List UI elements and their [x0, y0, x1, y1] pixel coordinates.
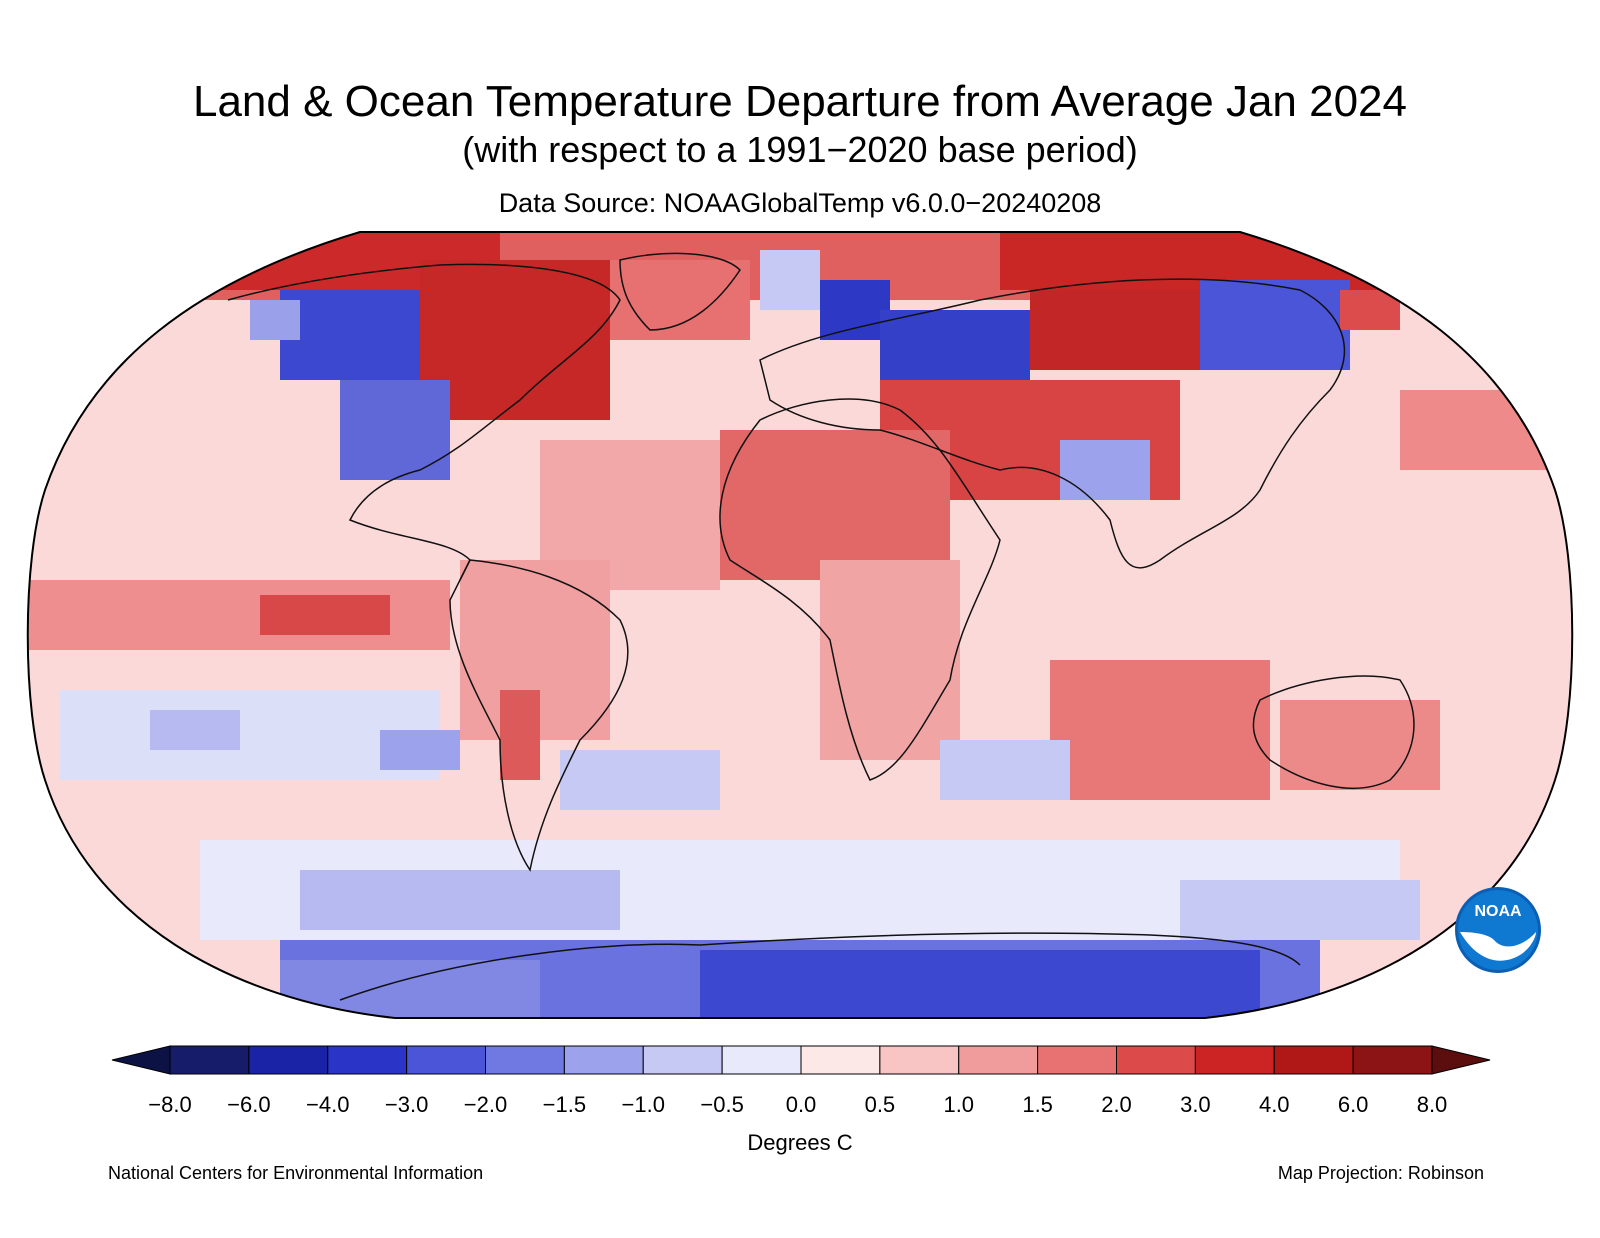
colorbar-tick-label: −2.0 — [463, 1092, 508, 1117]
noaa-logo-text: NOAA — [1474, 903, 1522, 920]
colorbar-tick-label: 4.0 — [1258, 1092, 1290, 1117]
footer-projection: Map Projection: Robinson — [1277, 1163, 1484, 1183]
colorbar-tick-label: −4.0 — [306, 1092, 350, 1117]
colorbar-swatch — [485, 1045, 565, 1075]
colorbar-swatch — [327, 1045, 408, 1075]
footer-credit: National Centers for Environmental Infor… — [108, 1163, 484, 1183]
colorbar-tick-label: 8.0 — [1416, 1092, 1448, 1117]
colorbar-tick-label: −6.0 — [227, 1092, 271, 1117]
colorbar-tick-label: −1.0 — [621, 1092, 665, 1117]
colorbar-swatch — [721, 1045, 802, 1075]
noaa-logo: NOAA — [1455, 887, 1541, 973]
colorbar-tick-label: 0.0 — [785, 1092, 817, 1117]
colorbar-tick-label: −8.0 — [148, 1092, 192, 1117]
colorbar-swatch — [1194, 1045, 1275, 1075]
colorbar-swatch — [563, 1045, 644, 1075]
colorbar-tick-label: −3.0 — [384, 1092, 429, 1117]
map-title: Land & Ocean Temperature Departure from … — [192, 77, 1408, 126]
colorbar-tick-label: −1.5 — [542, 1092, 587, 1117]
colorbar-swatch — [169, 1045, 250, 1075]
colorbar-swatch — [879, 1045, 960, 1075]
colorbar-arrow-low — [111, 1045, 171, 1075]
colorbar-swatch — [248, 1045, 329, 1075]
colorbar-swatch — [800, 1045, 881, 1075]
colorbar-tick-label: 6.0 — [1337, 1092, 1369, 1117]
colorbar-swatch — [1352, 1045, 1433, 1075]
map-subtitle: (with respect to a 1991−2020 base period… — [462, 129, 1138, 170]
colorbar — [111, 1045, 1491, 1075]
colorbar-swatch — [1116, 1045, 1196, 1075]
colorbar-swatch — [958, 1045, 1039, 1075]
coastlines — [227, 252, 1415, 1001]
anomaly-field — [27, 232, 1573, 1018]
colorbar-tick-label: 0.5 — [864, 1092, 896, 1117]
colorbar-tick-label: 1.0 — [943, 1092, 975, 1117]
colorbar-units: Degrees C — [747, 1130, 853, 1155]
colorbar-swatch — [406, 1045, 486, 1075]
data-source: Data Source: NOAAGlobalTemp v6.0.0−20240… — [498, 188, 1102, 218]
colorbar-tick-label: 3.0 — [1180, 1092, 1211, 1117]
colorbar-swatch — [1273, 1045, 1354, 1075]
colorbar-arrow-high — [1431, 1045, 1491, 1075]
colorbar-tick-label: 1.5 — [1022, 1092, 1053, 1117]
colorbar-tick-label: 2.0 — [1101, 1092, 1132, 1117]
colorbar-swatch — [642, 1045, 723, 1075]
colorbar-swatch — [1037, 1045, 1117, 1075]
globe-outline — [26, 231, 1574, 1019]
colorbar-tick-label: −0.5 — [700, 1092, 744, 1117]
